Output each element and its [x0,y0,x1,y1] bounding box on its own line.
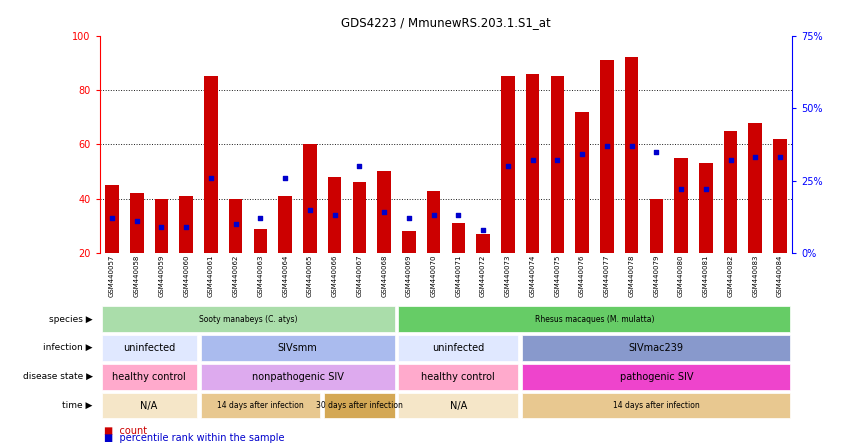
Text: time ▶: time ▶ [62,401,93,410]
Bar [724,131,737,308]
Text: nonpathogenic SIV: nonpathogenic SIV [252,372,344,382]
Point [451,212,465,219]
Point [229,221,242,228]
Text: SIVsmm: SIVsmm [278,343,318,353]
Bar [650,199,663,308]
Text: infection ▶: infection ▶ [43,343,93,353]
Text: Sooty manabeys (C. atys): Sooty manabeys (C. atys) [199,314,297,324]
Text: uninfected: uninfected [123,343,175,353]
Text: N/A: N/A [140,400,158,411]
Text: 30 days after infection: 30 days after infection [316,401,403,410]
Bar [201,335,395,361]
Bar [402,231,416,308]
Text: healthy control: healthy control [113,372,186,382]
Bar [204,76,217,308]
Bar [179,196,193,308]
Point [378,209,391,216]
Point [130,218,144,225]
Text: Rhesus macaques (M. mulatta): Rhesus macaques (M. mulatta) [534,314,654,324]
Bar [522,364,791,389]
Bar [155,199,168,308]
Point [526,157,540,164]
Bar [575,112,589,308]
Bar [254,229,268,308]
Point [179,223,193,230]
Bar [130,193,144,308]
Text: 14 days after infection: 14 days after infection [613,401,700,410]
Point [501,163,514,170]
Text: N/A: N/A [449,400,467,411]
Point [748,154,762,161]
Bar [201,393,320,418]
Bar [600,60,614,308]
Bar [229,199,242,308]
Text: pathogenic SIV: pathogenic SIV [619,372,693,382]
Text: ■  count: ■ count [104,426,147,436]
Bar [378,171,391,308]
Point [674,186,688,193]
Bar [699,163,713,308]
Text: disease state ▶: disease state ▶ [23,372,93,381]
Bar [551,76,564,308]
Bar [324,393,395,418]
Bar [522,393,791,418]
Point [699,186,713,193]
Point [600,142,614,149]
Bar [451,223,465,308]
Point [105,215,119,222]
Text: ■  percentile rank within the sample: ■ percentile rank within the sample [104,433,284,443]
Bar [748,123,762,308]
Bar [201,364,395,389]
Text: healthy control: healthy control [422,372,495,382]
Bar [328,177,341,308]
Point [476,226,490,234]
Point [427,212,441,219]
Point [327,212,341,219]
Bar [398,335,518,361]
Point [624,142,638,149]
Bar [773,139,787,308]
Bar [278,196,292,308]
Point [402,215,416,222]
Bar [522,335,791,361]
Bar [398,393,518,418]
Text: SIVmac239: SIVmac239 [629,343,684,353]
Bar [101,335,197,361]
Point [278,174,292,181]
Point [352,163,366,170]
Text: species ▶: species ▶ [49,314,93,324]
Point [204,174,218,181]
Bar [526,74,540,308]
Bar [101,306,395,332]
Point [575,151,589,158]
Bar [352,182,366,308]
Text: GDS4223 / MmunewRS.203.1.S1_at: GDS4223 / MmunewRS.203.1.S1_at [341,16,551,28]
Point [650,148,663,155]
Bar [398,364,518,389]
Bar [427,190,441,308]
Text: uninfected: uninfected [432,343,484,353]
Point [303,206,317,213]
Bar [476,234,490,308]
Bar [101,393,197,418]
Bar [105,185,119,308]
Bar [101,364,197,389]
Point [551,157,565,164]
Bar [624,57,638,308]
Bar [675,158,688,308]
Bar [398,306,791,332]
Point [724,157,738,164]
Bar [303,144,317,308]
Bar [501,76,514,308]
Point [254,215,268,222]
Point [773,154,787,161]
Text: 14 days after infection: 14 days after infection [217,401,304,410]
Point [154,223,168,230]
